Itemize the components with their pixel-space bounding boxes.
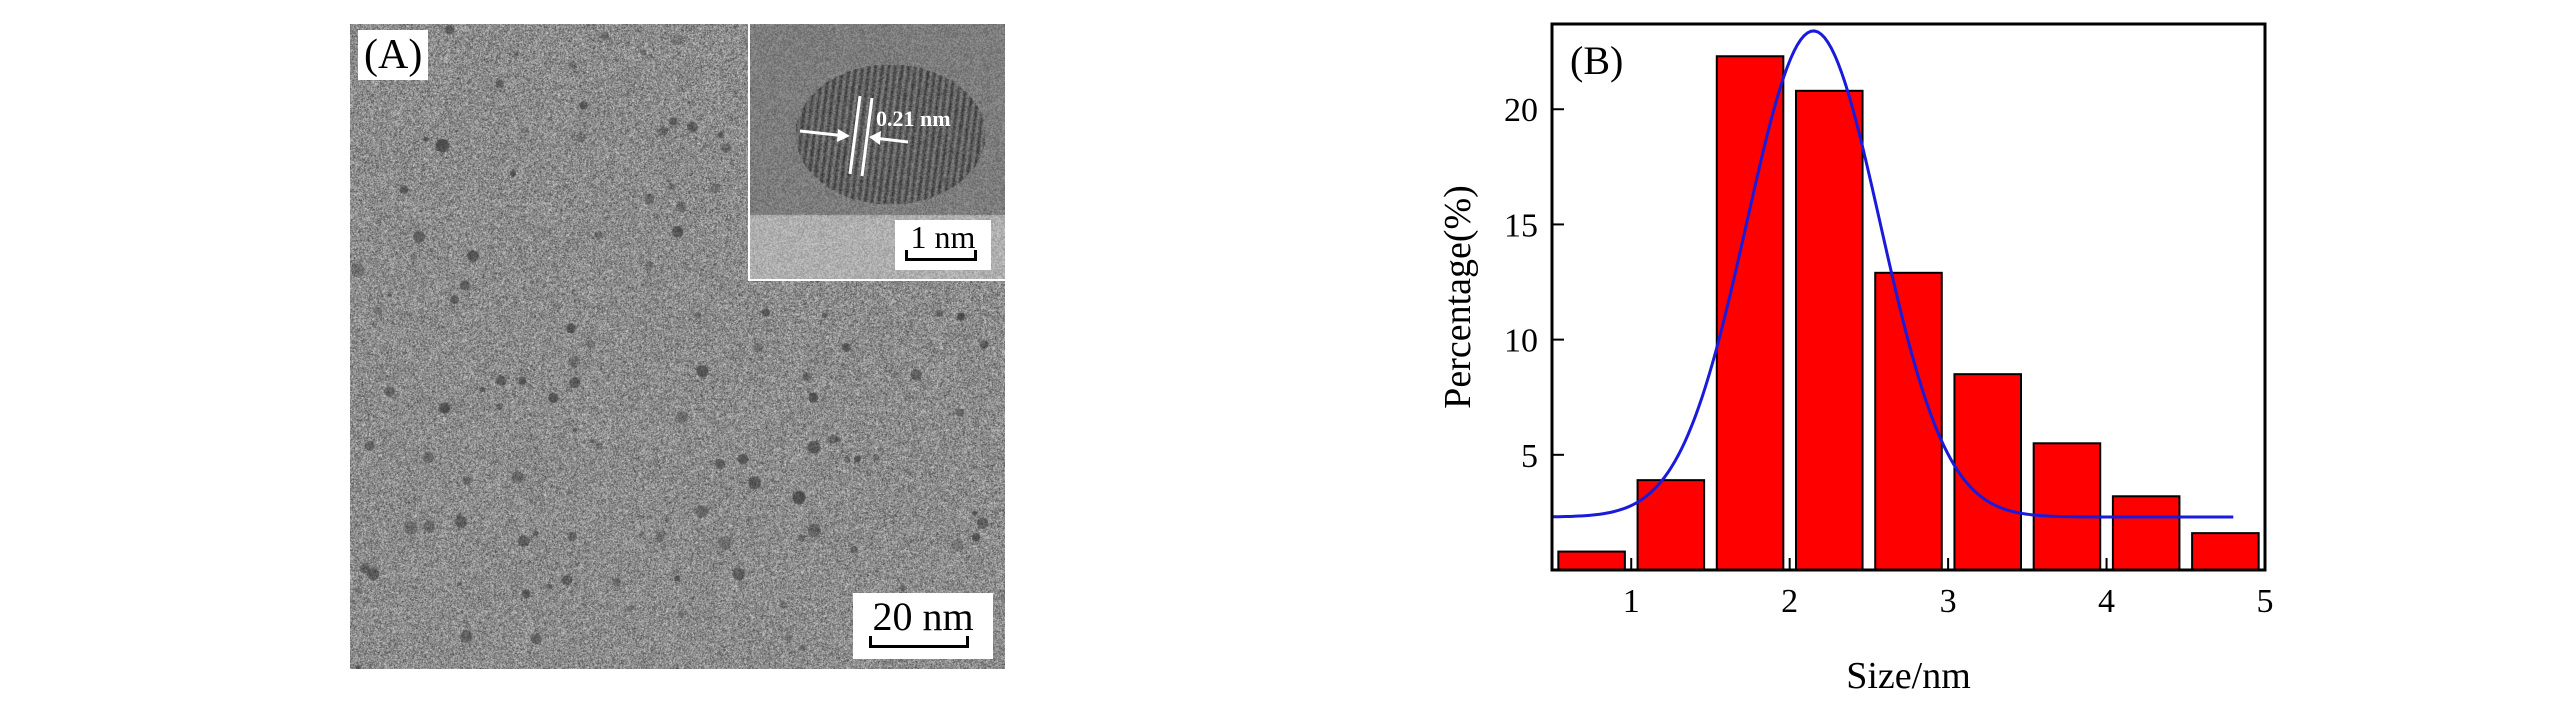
x-tick-label: 3 <box>1940 583 1957 620</box>
histogram-bar <box>1557 550 1626 572</box>
histogram-bar <box>1715 55 1785 571</box>
y-tick-label: 15 <box>1504 207 1538 244</box>
lattice-line-2 <box>860 97 874 177</box>
histogram-bar <box>1874 271 1943 571</box>
histogram-bar <box>2191 532 2260 571</box>
main-scale-line <box>869 636 969 648</box>
y-tick-label: 20 <box>1504 92 1538 129</box>
inset-scale-line <box>905 250 977 261</box>
plot-frame <box>1550 22 2267 572</box>
y-tick-label: 5 <box>1521 438 1538 475</box>
inset-scale-bar: 1 nm <box>895 220 991 270</box>
tem-image-panel: (A) 0.21 nm 1 nm 20 nm <box>350 24 1005 669</box>
main-scale-bar: 20 nm <box>853 593 993 659</box>
histogram-bar <box>1795 89 1864 572</box>
histogram-bar <box>2111 495 2181 571</box>
x-tick-label: 1 <box>1623 583 1640 620</box>
x-tick-label: 5 <box>2257 583 2274 620</box>
lattice-annotation <box>799 95 909 177</box>
arrow-right-head <box>869 131 881 145</box>
panel-b-label: (B) <box>1570 38 1623 83</box>
gaussian-fit-curve <box>1551 29 2234 519</box>
x-axis-label: Size/nm <box>1846 655 1971 697</box>
y-axis-label: Percentage(%) <box>1437 185 1479 409</box>
lattice-line-1 <box>848 95 862 175</box>
y-tick-label: 10 <box>1504 323 1538 360</box>
ticks-layer: 1 2 3 4 5 5 10 15 20 <box>1504 92 2274 620</box>
size-distribution-panel: 1 2 3 4 5 5 10 15 20 (B) Size/nm Percentage(%) <box>1400 0 2300 709</box>
bars-layer <box>1557 55 2260 572</box>
lattice-spacing-label: 0.21 nm <box>876 106 951 131</box>
x-tick-label: 4 <box>2098 583 2115 620</box>
histogram-chart: 1 2 3 4 5 5 10 15 20 (B) Size/nm Percentage(%) <box>1437 22 2274 697</box>
panel-a-label: (A) <box>358 30 429 80</box>
inset-scale-label: 1 nm <box>910 219 976 255</box>
main-scale-label: 20 nm <box>872 594 974 639</box>
histogram-bar <box>1953 373 2022 571</box>
histogram-bar <box>2032 442 2102 571</box>
hrtem-inset: 0.21 nm 1 nm <box>748 24 1005 281</box>
x-tick-label: 2 <box>1781 583 1798 620</box>
arrow-left-head <box>837 129 850 142</box>
